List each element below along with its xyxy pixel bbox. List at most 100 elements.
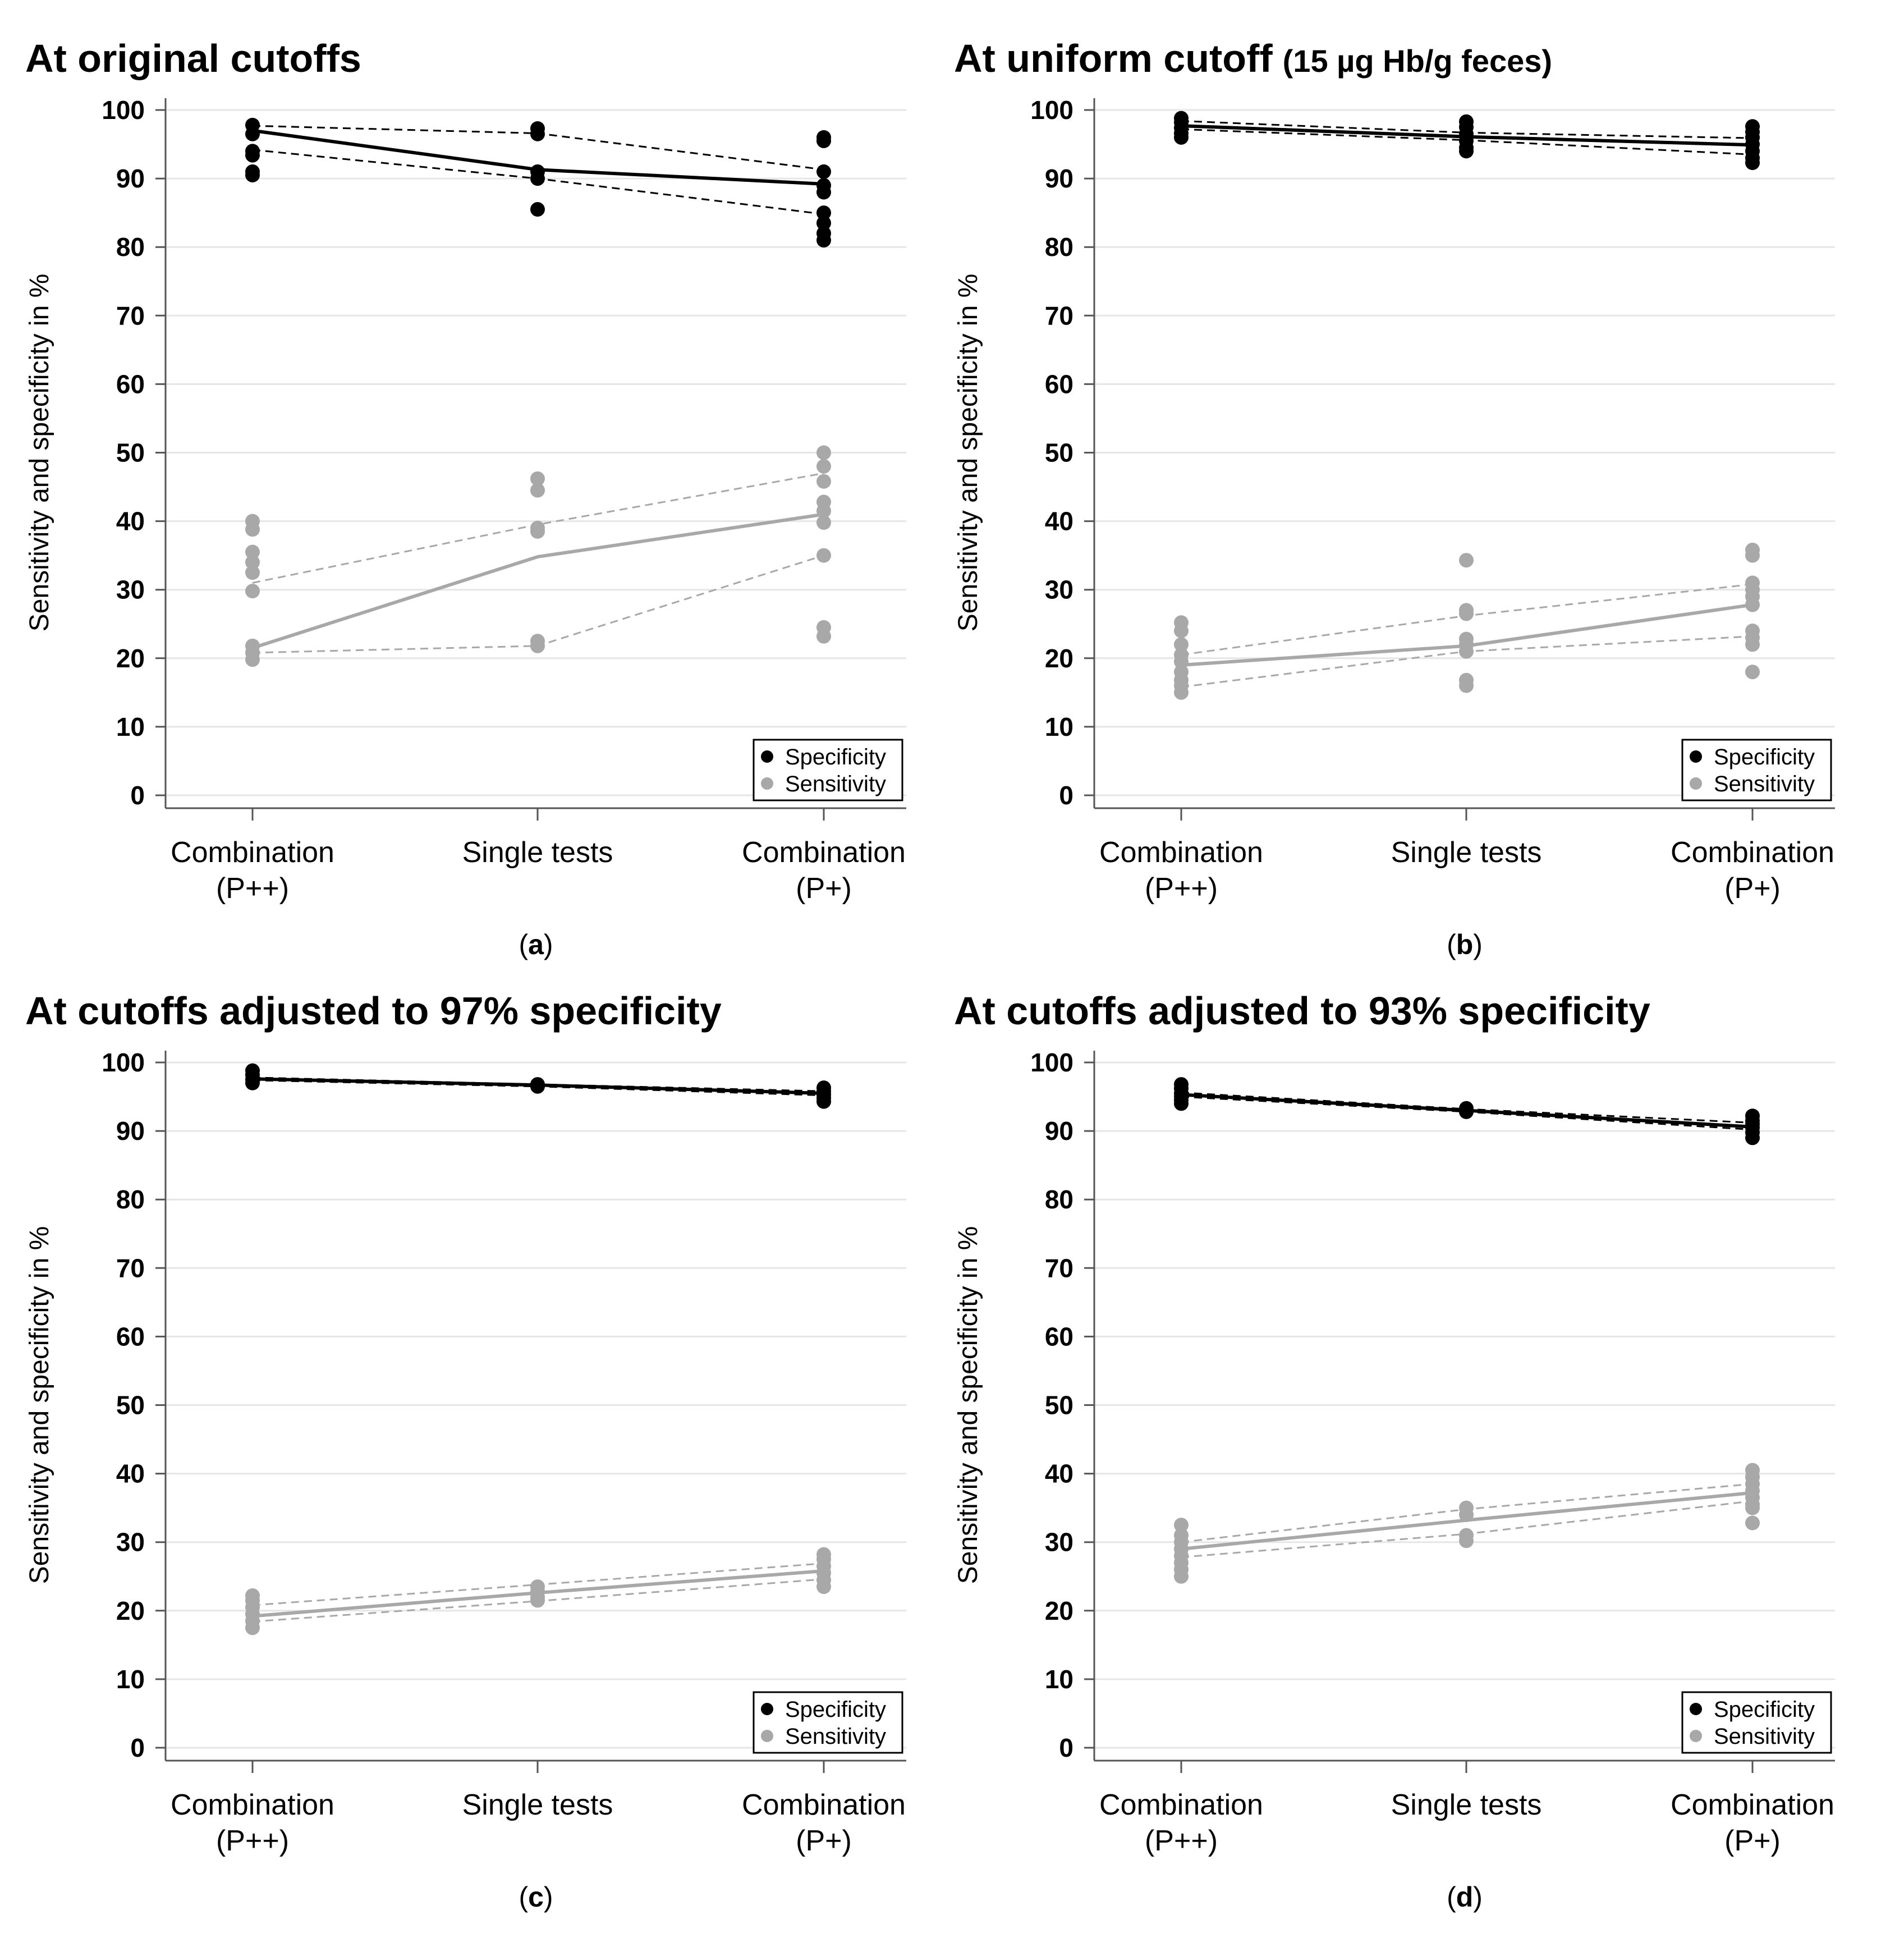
- sensitivity-point: [530, 483, 545, 498]
- x-category-label: Combination: [1671, 836, 1834, 869]
- y-tick-label: 0: [130, 1733, 145, 1762]
- panel-title: At original cutoffs: [25, 36, 361, 80]
- sensitivity-point: [816, 445, 831, 460]
- y-axis-label: Sensitivity and specificity in %: [25, 274, 54, 632]
- legend-label-specificity: Specificity: [785, 745, 886, 769]
- caption-open: (: [1447, 1881, 1456, 1913]
- y-tick-label: 30: [1045, 575, 1073, 604]
- panel-title: At uniform cutoff (15 µg Hb/g feces): [954, 36, 1552, 80]
- legend-label-sensitivity: Sensitivity: [1714, 1724, 1815, 1749]
- legend-label-sensitivity: Sensitivity: [1714, 772, 1815, 796]
- legend-box: [1681, 739, 1832, 801]
- caption-close: ): [1473, 929, 1483, 960]
- caption-close: ): [1473, 1881, 1483, 1913]
- specificity-point: [816, 164, 831, 179]
- y-axis-label: Sensitivity and specificity in %: [953, 1226, 983, 1584]
- y-axis-label: Sensitivity and specificity in %: [953, 274, 983, 632]
- sensitivity-ci-upper-line: [1181, 1483, 1753, 1543]
- specificity-point: [530, 202, 545, 217]
- y-tick-label: 0: [1059, 781, 1073, 810]
- caption-close: ): [544, 929, 553, 960]
- y-tick-label: 20: [1045, 1596, 1073, 1625]
- sensitivity-ci-lower-line: [1181, 1500, 1753, 1559]
- specificity-point: [816, 205, 831, 221]
- x-category-label: Combination: [1099, 1789, 1263, 1821]
- x-category-label: Combination: [1671, 1789, 1834, 1821]
- sensitivity-point: [1174, 637, 1189, 652]
- y-tick-label: 30: [1045, 1528, 1073, 1557]
- legend-box: [753, 739, 903, 801]
- caption-open: (: [519, 929, 528, 960]
- y-tick-label: 100: [102, 1048, 145, 1077]
- specificity-point: [816, 232, 831, 248]
- y-tick-label: 80: [1045, 1185, 1073, 1214]
- legend-label-sensitivity: Sensitivity: [785, 1724, 886, 1749]
- sensitivity-point: [1459, 553, 1474, 568]
- sensitivity-mean-line: [252, 512, 824, 650]
- sensitivity-point: [1745, 1515, 1760, 1531]
- caption-letter: d: [1456, 1881, 1474, 1913]
- panel-title-main: At cutoffs adjusted to 97% specificity: [25, 989, 722, 1033]
- x-category-sublabel: (P++): [1145, 1825, 1218, 1857]
- x-category-sublabel: (P+): [796, 872, 852, 905]
- x-category-label: Single tests: [462, 836, 613, 869]
- legend-marker-sensitivity: [1690, 1730, 1702, 1742]
- y-tick-label: 20: [116, 644, 145, 673]
- x-category-label: Combination: [1099, 836, 1263, 869]
- y-tick-label: 20: [116, 1596, 145, 1625]
- sensitivity-mean-line: [252, 1569, 824, 1618]
- caption-letter: b: [1456, 929, 1474, 960]
- legend-label-specificity: Specificity: [785, 1697, 886, 1722]
- caption-open: (: [1447, 929, 1456, 960]
- y-tick-label: 40: [116, 1459, 145, 1488]
- sensitivity-point: [245, 544, 260, 560]
- legend-box: [1681, 1691, 1832, 1754]
- sensitivity-point: [1174, 1518, 1189, 1533]
- sensitivity-point: [245, 652, 260, 667]
- x-category-sublabel: (P+): [796, 1825, 852, 1857]
- legend-marker-specificity: [761, 750, 773, 763]
- legend-marker-sensitivity: [1690, 777, 1702, 790]
- y-tick-label: 80: [116, 232, 145, 262]
- y-tick-label: 90: [1045, 1116, 1073, 1146]
- specificity-ci-lower-line: [1181, 128, 1753, 155]
- sensitivity-point: [245, 555, 260, 570]
- y-tick-label: 80: [116, 1185, 145, 1214]
- sensitivity-point: [816, 474, 831, 489]
- sensitivity-point: [816, 629, 831, 644]
- x-category-label: Combination: [742, 1789, 906, 1821]
- sensitivity-point: [530, 524, 545, 539]
- y-tick-label: 0: [130, 781, 145, 810]
- sensitivity-point: [245, 1620, 260, 1635]
- y-tick-label: 50: [1045, 438, 1073, 468]
- sensitivity-ci-lower-line: [252, 555, 824, 654]
- panel-title-suffix: (15 µg Hb/g feces): [1283, 43, 1552, 79]
- legend-marker-sensitivity: [761, 777, 773, 790]
- y-tick-label: 90: [116, 164, 145, 193]
- legend-marker-specificity: [1690, 1703, 1702, 1715]
- sensitivity-point: [816, 515, 831, 530]
- y-tick-label: 70: [1045, 301, 1073, 330]
- y-tick-label: 10: [1045, 1665, 1073, 1694]
- caption-close: ): [544, 1881, 553, 1913]
- legend-marker-sensitivity: [761, 1730, 773, 1742]
- panel-title: At cutoffs adjusted to 93% specificity: [954, 989, 1650, 1033]
- x-category-sublabel: (P+): [1724, 872, 1781, 905]
- specificity-point: [816, 216, 831, 231]
- x-category-sublabel: (P+): [1724, 1825, 1781, 1857]
- y-tick-label: 60: [1045, 369, 1073, 398]
- y-tick-label: 80: [1045, 232, 1073, 262]
- y-tick-label: 50: [1045, 1391, 1073, 1420]
- sensitivity-point: [1745, 637, 1760, 652]
- sensitivity-point: [1459, 1533, 1474, 1548]
- y-tick-label: 100: [102, 95, 145, 125]
- sensitivity-point: [1174, 685, 1189, 700]
- specificity-point: [1745, 1130, 1760, 1146]
- y-tick-label: 40: [116, 507, 145, 536]
- legend-label-specificity: Specificity: [1714, 745, 1815, 769]
- sensitivity-point: [1745, 1500, 1760, 1515]
- y-tick-label: 90: [116, 1116, 145, 1146]
- panel-caption: (b): [1447, 929, 1483, 960]
- specificity-mean-line: [1181, 1093, 1753, 1129]
